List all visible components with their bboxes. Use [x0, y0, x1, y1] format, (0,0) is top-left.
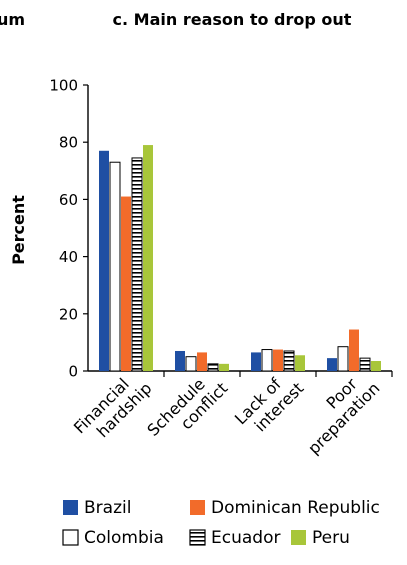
bar-peru-3 [371, 360, 381, 371]
legend-swatch [63, 500, 78, 515]
y-tick-label: 20 [59, 305, 78, 323]
bar-dominican-republic-3 [349, 329, 359, 371]
bar-ecuador-0 [131, 157, 143, 372]
legend-label: Brazil [84, 498, 131, 518]
legend-label: Dominican Republic [211, 498, 380, 518]
bar-brazil-0 [99, 150, 109, 371]
bar-peru-2 [295, 355, 305, 371]
bar-peru-1 [219, 363, 229, 371]
legend-swatch [190, 500, 205, 515]
legend-label: Colombia [84, 528, 164, 548]
legend-swatch [62, 529, 79, 546]
y-tick-label: 60 [59, 191, 78, 209]
legend-item-dominican-republic: Dominican Republic [190, 498, 380, 518]
y-axis-label: Percent [9, 195, 28, 265]
bar-brazil-2 [251, 352, 261, 371]
y-tick-label: 40 [59, 248, 78, 266]
bar-peru-0 [143, 145, 153, 371]
bar-dominican-republic-0 [121, 196, 131, 371]
left-panel-title-fragment: um [0, 10, 25, 29]
chart-title: c. Main reason to drop out [113, 10, 352, 29]
legend-label: Peru [312, 528, 350, 548]
bar-dominican-republic-2 [273, 349, 283, 371]
bar-brazil-3 [327, 358, 337, 371]
y-tick-label: 0 [68, 363, 78, 381]
bar-colombia-0 [109, 161, 121, 372]
legend-swatch [291, 530, 306, 545]
legend-label: Ecuador [211, 528, 280, 548]
bar-ecuador-3 [359, 357, 371, 372]
y-tick-label: 80 [59, 134, 78, 152]
bar-brazil-1 [175, 350, 185, 371]
legend-swatch [189, 529, 206, 546]
legend-item-ecuador: Ecuador [189, 528, 280, 548]
bar-dominican-republic-1 [197, 352, 207, 371]
legend-item-colombia: Colombia [62, 528, 164, 548]
bar-ecuador-1 [207, 363, 219, 372]
bar-colombia-1 [185, 356, 197, 372]
legend-item-brazil: Brazil [63, 498, 131, 518]
bar-colombia-2 [261, 349, 273, 372]
bar-ecuador-2 [283, 350, 295, 372]
y-tick-label: 100 [49, 77, 78, 95]
bar-colombia-3 [337, 346, 349, 372]
legend-item-peru: Peru [291, 528, 350, 548]
